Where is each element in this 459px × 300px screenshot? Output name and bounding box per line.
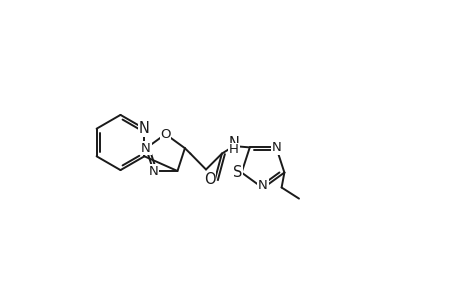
Text: O: O — [203, 172, 215, 187]
Text: H: H — [229, 143, 238, 156]
Text: O: O — [160, 128, 170, 141]
Text: N: N — [148, 164, 158, 178]
Text: N: N — [139, 121, 150, 136]
Text: N: N — [228, 136, 239, 151]
Text: S: S — [233, 165, 242, 180]
Text: N: N — [271, 141, 281, 154]
Text: N: N — [141, 142, 151, 155]
Text: N: N — [257, 178, 267, 192]
